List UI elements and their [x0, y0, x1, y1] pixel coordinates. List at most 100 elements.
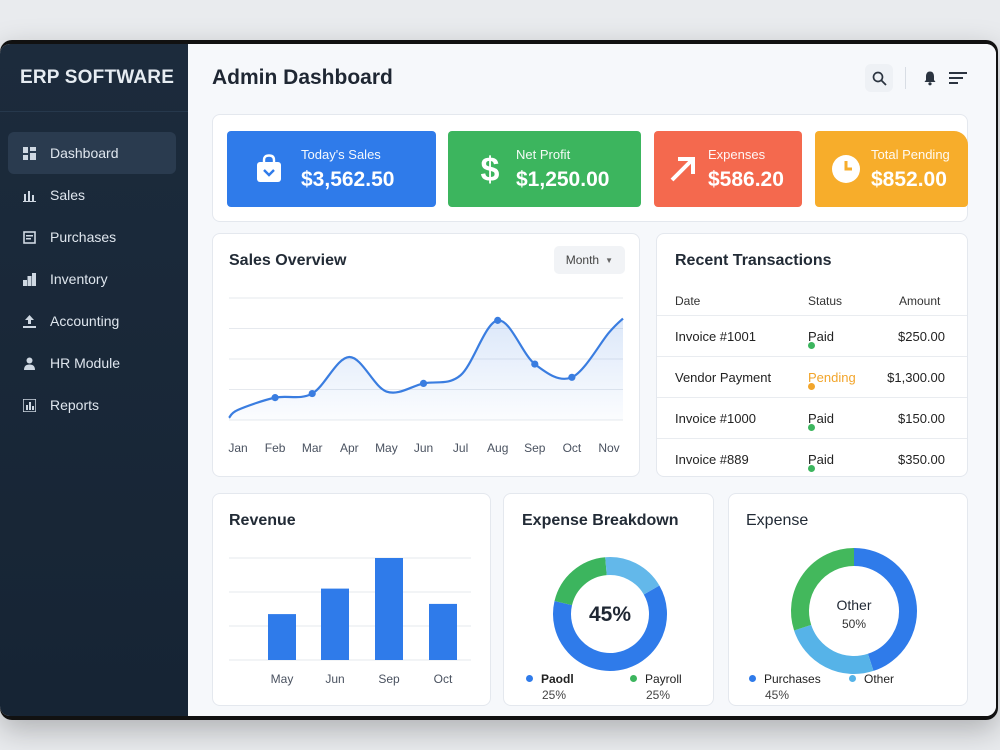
stat-value: $3,562.50: [301, 167, 395, 191]
stat-value: $1,250.00: [516, 167, 610, 191]
main-content: Admin Dashboard Tod: [188, 44, 996, 716]
data-point[interactable]: [419, 379, 428, 387]
legend-item-payroll: Payroll 25%: [630, 672, 682, 702]
expense-card: Expense Other 50% Purchases 45% Other: [728, 493, 968, 706]
table-row[interactable]: Invoice #1000 Paid $150.00: [657, 397, 967, 438]
boxes-icon: [22, 272, 36, 286]
search-icon: [872, 71, 887, 86]
status-dot: [808, 465, 815, 472]
stat-net-profit[interactable]: $ Net Profit $1,250.00: [448, 131, 641, 207]
donut-center-label: 45%: [589, 603, 631, 626]
x-tick-label: Feb: [265, 441, 286, 455]
pie-slice[interactable]: [553, 585, 667, 671]
clock-icon: [829, 153, 863, 185]
sidebar-item-sales[interactable]: Sales: [8, 174, 176, 216]
status-label: Paid: [808, 411, 835, 426]
table-row[interactable]: Invoice #1001 Paid $250.00: [657, 315, 967, 356]
x-tick-label: Apr: [340, 441, 359, 455]
table-row[interactable]: Vendor Payment Pending $1,300.00: [657, 356, 967, 397]
card-title: Expense Breakdown: [522, 512, 679, 529]
pie-slice[interactable]: [794, 624, 874, 674]
pie-slice[interactable]: [605, 557, 660, 595]
legend-swatch: [526, 675, 533, 682]
column-header-status: Status: [808, 294, 843, 308]
stat-value: $586.20: [708, 167, 784, 191]
status-label: Paid: [808, 452, 835, 467]
sidebar-item-label: Purchases: [50, 229, 117, 245]
x-tick-label: May: [271, 672, 294, 686]
upload-icon: [22, 314, 36, 328]
stat-label: Today's Sales: [301, 146, 381, 162]
notifications-button[interactable]: [916, 64, 944, 92]
status-label: Paid: [808, 329, 835, 344]
revenue-bar-chart: May Jun Sep Oct: [229, 557, 471, 686]
cell-amount: $350.00: [898, 452, 945, 467]
cell-amount: $1,300.00: [887, 370, 945, 385]
legend-label: Other: [864, 672, 895, 686]
status-badge: Paid: [808, 411, 835, 431]
data-point[interactable]: [271, 394, 279, 402]
bar[interactable]: [321, 588, 349, 660]
stat-total-pending[interactable]: Total Pending $852.00: [815, 131, 968, 207]
bar-icon: [22, 188, 36, 202]
sidebar-item-accounting[interactable]: Accounting: [8, 300, 176, 342]
bar[interactable]: [429, 603, 457, 660]
top-icons: [865, 64, 972, 92]
status-dot: [808, 383, 815, 390]
card-title: Revenue: [229, 512, 296, 529]
bar[interactable]: [375, 558, 403, 660]
bar[interactable]: [268, 614, 296, 660]
data-point[interactable]: [531, 360, 539, 368]
sidebar-item-label: Accounting: [50, 313, 120, 329]
data-point[interactable]: [308, 389, 316, 398]
status-badge: Paid: [808, 329, 835, 349]
expense-share-donut-chart: Other 50%: [791, 548, 917, 674]
sidebar-item-label: Reports: [50, 397, 100, 413]
month-dropdown[interactable]: Month ▼: [553, 246, 625, 274]
sidebar-item-label: Inventory: [50, 271, 108, 287]
pie-slice[interactable]: [853, 548, 917, 671]
menu-button[interactable]: [944, 64, 972, 92]
stat-todays-sales[interactable]: Today's Sales $3,562.50: [227, 131, 436, 207]
legend-label: Paodl: [541, 672, 574, 686]
sidebar-nav: Dashboard Sales Purchases Inventory: [0, 112, 188, 426]
bell-icon: [924, 71, 936, 86]
report-icon: [22, 398, 36, 412]
status-badge: Paid: [808, 452, 835, 472]
sidebar-item-label: HR Module: [50, 355, 121, 371]
x-tick-label: Jan: [228, 441, 247, 455]
status-label: Pending: [808, 370, 856, 385]
data-point[interactable]: [494, 316, 502, 324]
expense-donut-chart: 45%: [553, 557, 667, 671]
sales-line-chart: Jan Feb Mar Apr May Jun Jul Aug Sep Oct Nov: [228, 297, 624, 455]
x-tick-label: Aug: [487, 441, 508, 455]
cell-date: Invoice #889: [675, 452, 749, 467]
legend-label: Payroll: [645, 672, 682, 686]
x-tick-label: Oct: [563, 441, 582, 455]
pie-slice[interactable]: [791, 548, 855, 631]
caret-down-icon: ▼: [605, 255, 613, 265]
sidebar-item-label: Sales: [50, 187, 86, 203]
sidebar-item-inventory[interactable]: Inventory: [8, 258, 176, 300]
sidebar-item-dashboard[interactable]: Dashboard: [8, 132, 176, 174]
x-tick-label: May: [375, 441, 398, 455]
sidebar-item-hr-module[interactable]: HR Module: [8, 342, 176, 384]
user-icon: [22, 356, 36, 370]
legend-item-purchases: Purchases 45%: [749, 672, 821, 702]
column-header-date: Date: [675, 294, 701, 308]
x-tick-label: Sep: [524, 441, 546, 455]
table-row[interactable]: Invoice #889 Paid $350.00: [657, 438, 967, 479]
search-button[interactable]: [865, 64, 893, 92]
cell-date: Invoice #1000: [675, 411, 756, 426]
sidebar-item-purchases[interactable]: Purchases: [8, 216, 176, 258]
pie-slice[interactable]: [554, 557, 608, 606]
toolbar-divider: [905, 67, 906, 89]
stat-expenses[interactable]: Expenses $586.20: [654, 131, 802, 207]
shopping-bag-icon: [247, 154, 291, 184]
legend-swatch: [849, 675, 856, 682]
data-point[interactable]: [568, 373, 576, 381]
sidebar-item-reports[interactable]: Reports: [8, 384, 176, 426]
legend-percent: 45%: [765, 688, 790, 702]
sidebar-item-label: Dashboard: [50, 145, 119, 161]
svg-text:$: $: [481, 151, 500, 187]
